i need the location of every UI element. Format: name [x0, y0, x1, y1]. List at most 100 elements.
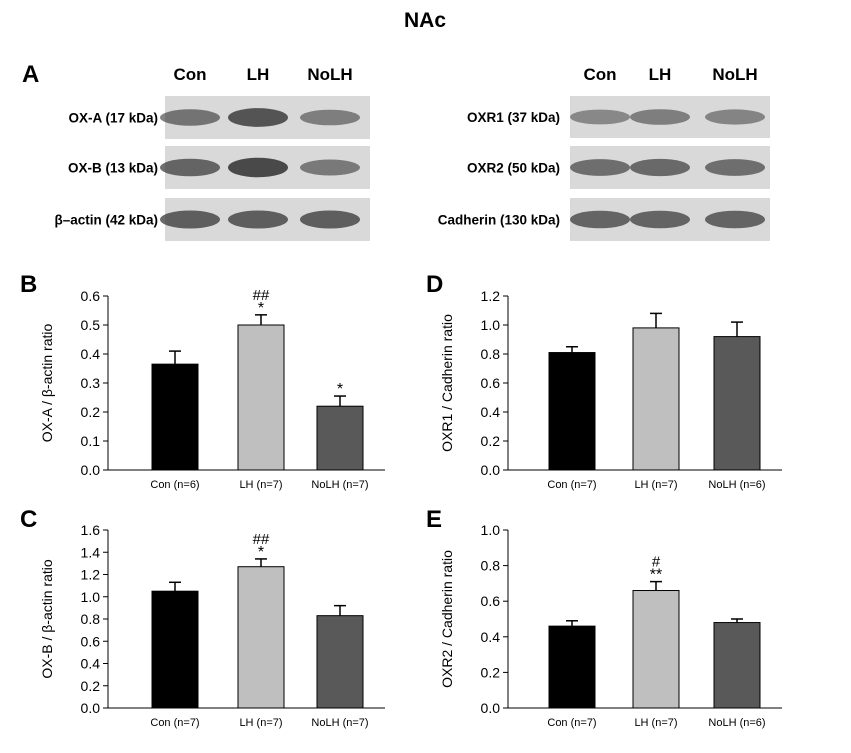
y-tick-label: 1.0: [481, 317, 501, 333]
blot-row-label: OX-B (13 kDa): [68, 161, 158, 176]
x-tick-label: NoLH (n=6): [708, 479, 765, 491]
x-tick-label: NoLH (n=7): [311, 717, 368, 729]
bar-nolh: [713, 622, 761, 709]
blot-row-label: β–actin (42 kDa): [54, 213, 158, 228]
significance-hash: #: [652, 554, 661, 571]
bar-nolh: [316, 405, 364, 471]
x-tick-label: Con (n=6): [150, 479, 199, 491]
y-tick-label: 0.4: [81, 656, 101, 672]
y-tick-label: 0.2: [81, 404, 101, 420]
panel-letter-a: A: [22, 61, 39, 88]
y-tick-label: 0.6: [481, 375, 501, 391]
significance-star: **: [650, 567, 662, 584]
bar-lh: [237, 566, 285, 709]
protein-band: [570, 210, 630, 229]
y-tick-label: 0.4: [481, 404, 501, 420]
y-tick-label: 0.6: [81, 288, 101, 304]
y-tick-label: 0.4: [81, 346, 101, 362]
y-tick-label: 0.8: [481, 558, 501, 574]
figure-title: NAc: [404, 9, 446, 32]
protein-band: [300, 159, 360, 176]
blot-row-label: Cadherin (130 kDa): [438, 213, 560, 228]
y-tick-label: 1.2: [481, 288, 501, 304]
western-blot-left: Con LH NoLH OX-A (17 kDa) OX-B (13 kDa) β–act…: [54, 65, 370, 241]
bar-lh: [632, 327, 680, 471]
panel-letter: C: [20, 506, 37, 533]
x-tick-label: LH (n=7): [634, 717, 677, 729]
protein-band: [228, 108, 288, 127]
protein-band: [160, 109, 220, 126]
chart-panel-b: B 0.0 0.1 0.2 0.3 0.4 0.5 0.6 OX-A / β-actin rat…: [20, 271, 385, 491]
protein-band: [630, 109, 690, 125]
y-tick-label: 0.3: [81, 375, 101, 391]
x-tick-label: Con (n=7): [547, 479, 596, 491]
x-tick-label: LH (n=7): [634, 479, 677, 491]
protein-band: [300, 210, 360, 229]
protein-band: [228, 157, 288, 178]
lane-label: Con: [583, 65, 616, 84]
y-axis-label: OX-B / β-actin ratio: [39, 559, 55, 679]
y-tick-label: 0.0: [481, 462, 501, 478]
blot-row-label: OXR2 (50 kDa): [467, 161, 560, 176]
bar-con: [548, 625, 596, 709]
y-tick-label: 0.8: [81, 611, 101, 627]
chart-panel-d: D 0.0 0.2 0.4 0.6 0.8 1.0 1.2 OXR1 / Cadherin ra…: [426, 271, 782, 491]
lane-label: Con: [173, 65, 206, 84]
x-tick-label: Con (n=7): [150, 717, 199, 729]
y-tick-label: 0.0: [81, 700, 101, 716]
x-tick-label: Con (n=7): [547, 717, 596, 729]
y-tick-label: 0.2: [481, 664, 501, 680]
significance-star: *: [337, 381, 343, 398]
y-tick-label: 1.2: [81, 567, 101, 583]
panel-letter: D: [426, 271, 443, 298]
protein-band: [705, 109, 765, 125]
protein-band: [570, 159, 630, 176]
y-tick-label: 0.2: [481, 433, 501, 449]
y-axis-label: OXR1 / Cadherin ratio: [439, 314, 455, 452]
y-tick-label: 1.0: [81, 589, 101, 605]
lane-label: NoLH: [712, 65, 757, 84]
lane-label: LH: [247, 65, 270, 84]
panel-letter: B: [20, 271, 37, 298]
protein-band: [570, 109, 630, 125]
protein-band: [160, 210, 220, 229]
bar-lh: [632, 590, 680, 709]
chart-panel-c: C 0.0 0.2 0.4 0.6 0.8 1.0 1.2 1.4 1.6 OX-B / β-act…: [20, 506, 385, 729]
bar-con: [151, 590, 199, 709]
blot-row-label: OX-A (17 kDa): [68, 111, 158, 126]
protein-band: [300, 109, 360, 126]
blot-row-label: OXR1 (37 kDa): [467, 110, 560, 125]
y-axis-label: OXR2 / Cadherin ratio: [439, 550, 455, 688]
x-tick-label: LH (n=7): [239, 717, 282, 729]
chart-panel-e: E 0.0 0.2 0.4 0.6 0.8 1.0 OXR2 / Cadherin ratio…: [426, 506, 782, 729]
bar-charts: B 0.0 0.1 0.2 0.3 0.4 0.5 0.6 OX-A / β-actin rat…: [20, 271, 782, 729]
significance-star: *: [258, 300, 264, 317]
y-tick-label: 0.0: [481, 700, 501, 716]
y-tick-label: 0.1: [81, 433, 101, 449]
bar-nolh: [316, 615, 364, 709]
protein-band: [228, 210, 288, 229]
western-blot-right: Con LH NoLH OXR1 (37 kDa) OXR2 (50 kDa) Cadhe…: [438, 65, 770, 241]
y-tick-label: 0.5: [81, 317, 101, 333]
x-tick-label: NoLH (n=6): [708, 717, 765, 729]
protein-band: [705, 210, 765, 229]
bar-con: [151, 363, 199, 471]
y-tick-label: 0.6: [81, 633, 101, 649]
bar-lh: [237, 324, 285, 471]
y-tick-label: 1.4: [81, 544, 101, 560]
x-tick-label: NoLH (n=7): [311, 479, 368, 491]
significance-star: *: [258, 544, 264, 561]
y-tick-label: 0.8: [481, 346, 501, 362]
y-tick-label: 0.4: [481, 629, 501, 645]
y-tick-label: 0.6: [481, 593, 501, 609]
bar-nolh: [713, 336, 761, 471]
y-tick-label: 0.0: [81, 462, 101, 478]
y-tick-label: 0.2: [81, 678, 101, 694]
significance-hash: ##: [253, 287, 270, 304]
significance-hash: ##: [253, 531, 270, 548]
lane-label: NoLH: [307, 65, 352, 84]
protein-band: [160, 158, 220, 177]
protein-band: [630, 158, 690, 177]
x-tick-label: LH (n=7): [239, 479, 282, 491]
